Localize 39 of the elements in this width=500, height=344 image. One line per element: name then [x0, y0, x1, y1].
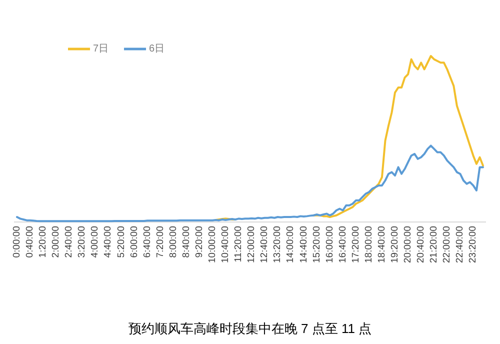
- x-tick-label: 7:20:00: [154, 226, 166, 258]
- x-tick-label: 22:40:00: [454, 226, 466, 263]
- x-tick-label: 0:40:00: [24, 226, 36, 258]
- x-tick-label: 0:00:00: [12, 226, 22, 258]
- legend-label: 6日: [149, 44, 165, 54]
- x-tick-label: 6:00:00: [128, 226, 140, 258]
- x-tick-label: 18:00:00: [363, 226, 374, 263]
- x-tick-label: 10:00:00: [207, 226, 218, 263]
- x-tick-label: 12:00:00: [246, 226, 258, 263]
- x-tick-label: 11:20:00: [233, 226, 244, 262]
- x-tick-label: 1:20:00: [38, 226, 49, 258]
- x-tick-label: 20:40:00: [416, 226, 427, 263]
- x-tick-label: 16:40:00: [337, 226, 348, 263]
- legend-label: 7日: [93, 44, 109, 54]
- x-tick-label: 6:40:00: [142, 226, 153, 258]
- x-tick-label: 9:20:00: [194, 226, 205, 258]
- x-tick-label: 16:00:00: [324, 226, 336, 263]
- x-tick-label: 20:00:00: [402, 226, 414, 263]
- x-tick-label: 4:40:00: [102, 226, 114, 258]
- x-tick-label: 2:00:00: [50, 226, 62, 258]
- x-tick-label: 2:40:00: [64, 226, 75, 258]
- x-tick-label: 14:00:00: [285, 226, 296, 263]
- x-tick-label: 8:00:00: [168, 226, 179, 258]
- x-tick-label: 17:20:00: [350, 226, 362, 263]
- x-tick-label: 18:40:00: [376, 226, 388, 263]
- x-tick-label: 19:20:00: [390, 226, 401, 263]
- x-tick-label: 15:20:00: [311, 226, 322, 263]
- x-tick-label: 14:40:00: [298, 226, 310, 263]
- x-tick-label: 5:20:00: [116, 226, 127, 258]
- x-tick-label: 4:00:00: [90, 226, 101, 258]
- x-tick-label: 10:40:00: [220, 226, 232, 263]
- x-tick-label: 3:20:00: [76, 226, 88, 258]
- x-tick-label: 23:20:00: [468, 226, 479, 263]
- x-tick-label: 22:00:00: [442, 226, 453, 263]
- text: 预约顺风车高峰时段集中在晚 7 点至 11 点: [128, 321, 372, 336]
- x-tick-label: 13:20:00: [272, 226, 284, 263]
- x-tick-label: 8:40:00: [180, 226, 192, 258]
- x-tick-label: 12:40:00: [259, 226, 270, 263]
- x-tick-label: 21:20:00: [428, 226, 440, 263]
